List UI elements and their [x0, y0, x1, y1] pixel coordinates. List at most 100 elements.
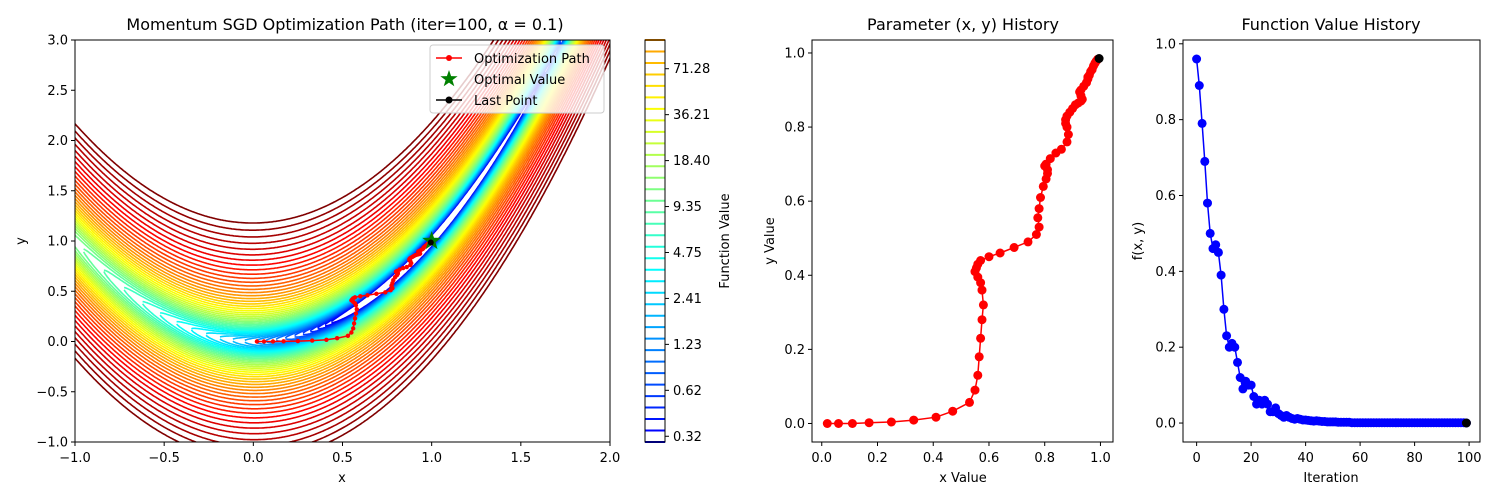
colorbar-tick-label: 9.35: [673, 200, 702, 215]
param-point: [822, 419, 832, 428]
y-tick-label: 0.0: [784, 417, 805, 432]
legend-label-last: Last Point: [474, 94, 538, 109]
contour-line: [75, 40, 605, 429]
y-tick-label: 0.0: [1155, 417, 1176, 432]
fvalue-point: [1200, 156, 1210, 166]
x-tick-label: 0.2: [867, 451, 888, 466]
param-point: [1009, 243, 1019, 252]
legend: Optimization Path Optimal Value Last Poi…: [429, 44, 605, 114]
y-tick-label: −1.0: [36, 436, 68, 451]
colorbar-tick-label: 18.40: [673, 154, 710, 169]
y-tick-label: 0.0: [47, 335, 68, 350]
legend-last-marker: [445, 96, 453, 104]
fvalue-line: [1195, 58, 1467, 424]
y-tick-label: 0.8: [784, 121, 805, 136]
colorbar-tick-label: 4.75: [673, 246, 702, 261]
fvalue-point: [1197, 118, 1207, 128]
x-tick-label: 0: [1192, 451, 1200, 466]
y-tick-label: 1.5: [47, 184, 68, 199]
contour-line: [75, 40, 610, 442]
param-title: Parameter (x, y) History: [867, 15, 1059, 34]
contour-line: [75, 40, 608, 435]
fvalue-point: [1222, 331, 1232, 341]
param-point: [1036, 193, 1045, 202]
path-point: [404, 264, 409, 270]
last-point: [427, 239, 434, 246]
contour-ylabel: y: [14, 237, 29, 245]
y-tick-label: −0.5: [36, 385, 68, 400]
path-point: [270, 339, 276, 344]
param-point: [948, 406, 958, 416]
fvalue-point: [1216, 270, 1226, 280]
x-tick-label: 60: [1352, 451, 1369, 466]
path-point: [310, 338, 315, 343]
param-point: [978, 300, 988, 310]
fvalue-point: [1263, 399, 1272, 409]
contour-line: [75, 40, 598, 414]
fvalue-point: [1194, 81, 1204, 90]
path-point: [295, 338, 301, 344]
fvalue-point: [1205, 228, 1215, 238]
param-point: [1062, 137, 1072, 147]
param-point: [970, 385, 980, 395]
fvalue-ylabel: f(x, y): [1131, 222, 1146, 260]
fvalue-axes-frame: [1182, 39, 1481, 443]
path-point: [354, 307, 359, 312]
y-tick-label: 2.5: [47, 84, 68, 99]
path-point: [345, 333, 351, 338]
fvalue-ticks: 0 20 40 60 80 100 0.0 0.2 0.4 0.6 0.8 1.0: [1155, 37, 1481, 466]
path-point: [374, 291, 379, 296]
param-point: [931, 412, 941, 422]
legend-path-marker: [446, 55, 452, 61]
param-line: [827, 58, 1099, 425]
param-point: [977, 285, 987, 295]
x-tick-label: 2.0: [600, 451, 621, 466]
path-point: [351, 326, 356, 331]
fvalue-point: [1219, 304, 1229, 314]
param-point: [1056, 144, 1066, 154]
x-tick-label: 1.0: [1090, 451, 1111, 466]
param-ticks: 0.0 0.0 0.2 0.2 0.4 0.4 0.6 0.6 0.8 0.8 1.0 1.0: [784, 46, 1110, 466]
param-series: [822, 54, 1104, 428]
legend-label-path: Optimization Path: [474, 52, 590, 67]
y-tick-label: 0.5: [47, 285, 68, 300]
fvalue-point: [1213, 247, 1223, 257]
param-point: [1063, 130, 1073, 139]
param-point: [1033, 213, 1043, 223]
param-point: [847, 419, 857, 428]
param-point: [965, 397, 974, 407]
contour-panel: Momentum SGD Optimization Path (iter=100…: [14, 15, 733, 486]
param-point: [1034, 222, 1044, 232]
param-point: [834, 419, 843, 428]
path-point: [334, 336, 340, 341]
param-ylabel: y Value: [763, 217, 778, 265]
colorbar: [645, 39, 665, 443]
colorbar-tick-label: 2.41: [673, 292, 702, 307]
fvalue-point: [1203, 198, 1212, 208]
x-tick-label: 1.5: [510, 451, 531, 466]
colorbar-label: Function Value: [718, 193, 733, 288]
y-tick-label: 0.6: [784, 195, 805, 210]
path-point: [353, 311, 359, 316]
x-tick-label: 0.0: [811, 451, 832, 466]
y-tick-label: 0.4: [1155, 265, 1176, 280]
y-tick-label: 1.0: [784, 46, 805, 61]
path-point: [281, 339, 286, 344]
y-tick-label: 1.0: [47, 235, 68, 250]
fvalue-point: [1246, 380, 1256, 390]
x-tick-label: 20: [1243, 451, 1260, 466]
x-tick-label: −1.0: [59, 451, 91, 466]
contour-line: [75, 40, 601, 419]
contour-line: [75, 40, 610, 442]
path-point: [254, 339, 260, 344]
x-tick-label: −0.5: [148, 451, 180, 466]
param-panel: Parameter (x, y) History 0.0 0.0 0.2 0.2 0.4…: [763, 15, 1114, 486]
legend-label-optimal: Optimal Value: [474, 73, 565, 88]
y-tick-label: 1.0: [1155, 37, 1176, 52]
path-point: [365, 293, 370, 298]
fvalue-panel: Function Value History 0 20 40 60 80 100 0.0 0.…: [1131, 15, 1482, 486]
fvalue-point: [1192, 54, 1202, 64]
path-point: [383, 290, 388, 295]
contour-line: [75, 40, 594, 406]
fvalue-point: [1230, 342, 1240, 352]
